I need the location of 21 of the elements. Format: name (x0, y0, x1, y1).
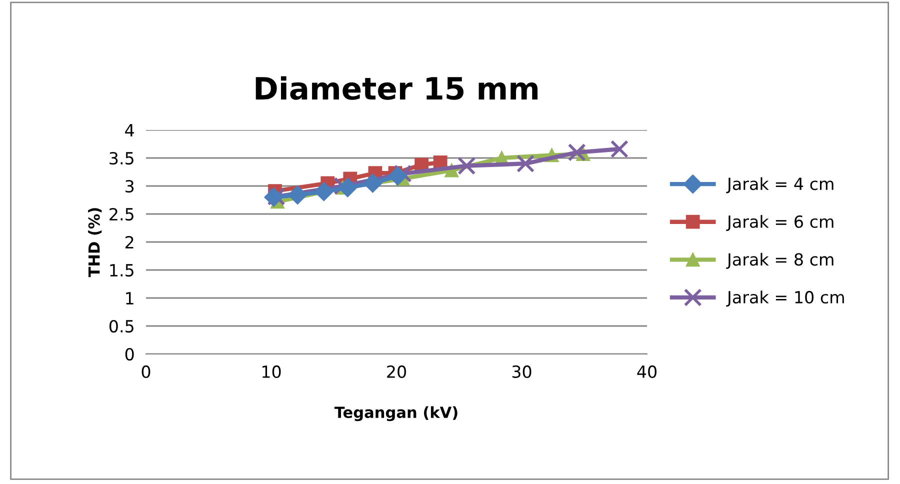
y-tick-label: 3 (126, 180, 134, 193)
legend-label: Jarak = 6 cm (726, 215, 834, 232)
x-tick-label: 10 (262, 365, 281, 378)
y-tick-label: 0.5 (109, 320, 134, 333)
y-tick-label: 4 (125, 124, 134, 136)
legend-label: Jarak = 4 cm (726, 177, 834, 194)
y-tick-label: 1 (126, 292, 134, 304)
legend-label: Jarak = 8 cm (726, 252, 834, 269)
y-tick-label: 0 (125, 348, 134, 361)
y-tick-label: 1.5 (110, 264, 134, 277)
y-tick-label: 2.5 (110, 208, 134, 221)
x-tick-label: 0 (142, 365, 150, 378)
y-axis-title: THD (%) (88, 208, 102, 278)
y-tick-label: 2 (126, 236, 134, 248)
x-tick-label: 20 (387, 365, 406, 378)
x-tick-label: 40 (637, 365, 656, 378)
chart-title: Diameter 15 mm (256, 76, 538, 100)
y-tick-label: 3.5 (110, 152, 134, 165)
x-tick-label: 30 (512, 365, 532, 378)
x-axis-title: Tegangan (kV) (334, 406, 458, 422)
legend-label: Jarak = 10 cm (726, 290, 844, 307)
